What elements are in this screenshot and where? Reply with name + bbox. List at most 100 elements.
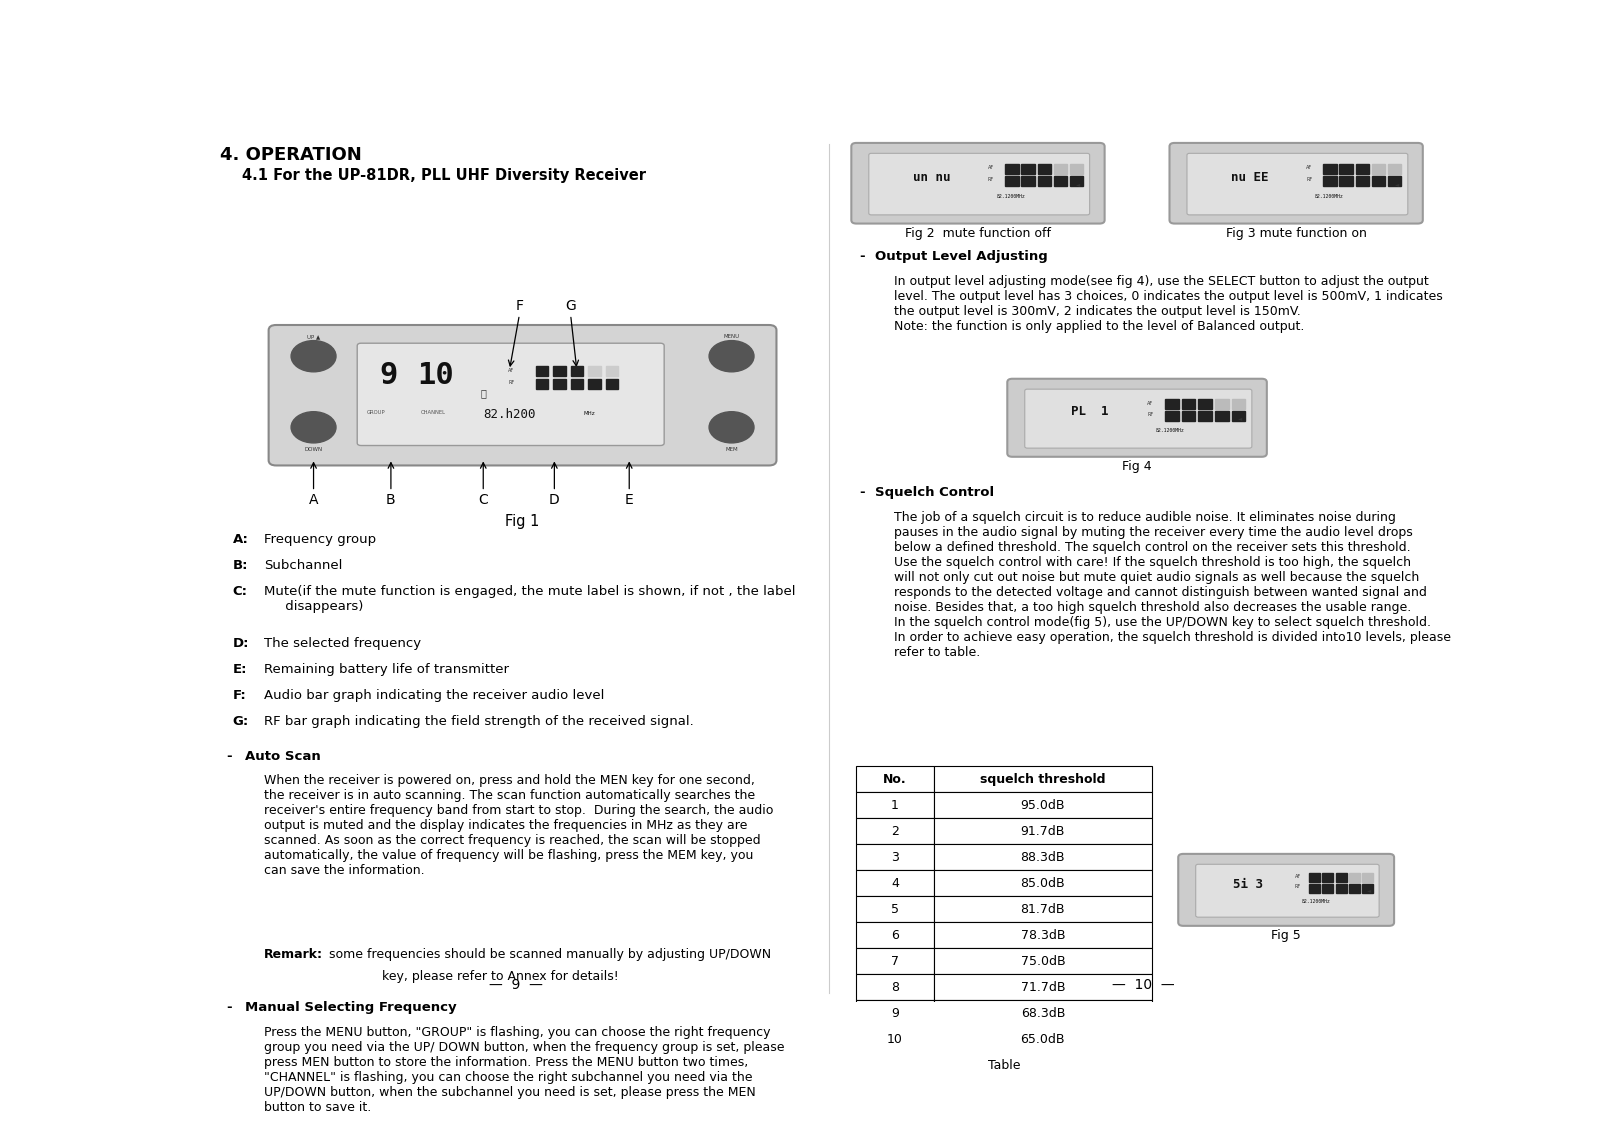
Text: Subchannel: Subchannel xyxy=(264,560,341,572)
Bar xyxy=(1322,874,1333,883)
Bar xyxy=(1071,176,1084,187)
Text: ◄: ◄ xyxy=(1394,181,1399,187)
Bar xyxy=(1053,163,1067,175)
Text: UP ▲: UP ▲ xyxy=(308,334,320,339)
Bar xyxy=(934,1027,1153,1053)
Text: Press the MENU button, "GROUP" is flashing, you can choose the right frequency
g: Press the MENU button, "GROUP" is flashi… xyxy=(264,1026,784,1114)
Bar xyxy=(1021,163,1035,175)
Bar xyxy=(1356,163,1368,175)
Text: 5: 5 xyxy=(890,903,898,915)
Text: 71.7dB: 71.7dB xyxy=(1021,981,1066,994)
Bar xyxy=(934,819,1153,844)
Text: B: B xyxy=(386,493,396,507)
Bar xyxy=(1322,884,1333,893)
Text: 78.3dB: 78.3dB xyxy=(1021,929,1066,941)
Bar xyxy=(1005,176,1019,187)
Text: un nu: un nu xyxy=(913,171,950,184)
Text: 8: 8 xyxy=(890,981,898,994)
Text: 9: 9 xyxy=(890,1007,898,1020)
Text: 10: 10 xyxy=(887,1033,903,1046)
Bar xyxy=(857,1027,934,1053)
Bar xyxy=(934,974,1153,1000)
Text: AF: AF xyxy=(1148,401,1153,405)
Bar xyxy=(1356,176,1368,187)
Text: -: - xyxy=(858,250,865,263)
Bar xyxy=(857,948,934,974)
Text: RF: RF xyxy=(1148,412,1153,417)
Text: MEM: MEM xyxy=(724,447,737,453)
Text: D:: D: xyxy=(232,637,250,650)
FancyBboxPatch shape xyxy=(1179,854,1394,926)
Bar xyxy=(934,896,1153,922)
Bar xyxy=(934,1000,1153,1027)
Text: key, please refer to Annex for details!: key, please refer to Annex for details! xyxy=(382,971,618,983)
Bar xyxy=(1323,176,1336,187)
Circle shape xyxy=(291,340,336,372)
Text: Fig 2  mute function off: Fig 2 mute function off xyxy=(905,227,1051,240)
Text: 82.h200: 82.h200 xyxy=(483,409,536,421)
Bar xyxy=(536,366,547,376)
Bar xyxy=(1388,163,1401,175)
Bar xyxy=(588,378,601,390)
Text: ◄: ◄ xyxy=(1238,417,1243,421)
FancyBboxPatch shape xyxy=(1026,390,1253,448)
Text: MHz: MHz xyxy=(583,411,594,415)
FancyBboxPatch shape xyxy=(869,153,1090,215)
Text: Fig 5: Fig 5 xyxy=(1272,929,1301,942)
Bar xyxy=(570,366,583,376)
Text: 4: 4 xyxy=(890,877,898,890)
FancyBboxPatch shape xyxy=(1169,143,1423,224)
FancyBboxPatch shape xyxy=(1008,378,1267,457)
Text: RF: RF xyxy=(1306,177,1312,182)
Text: CHANNEL: CHANNEL xyxy=(420,410,446,415)
Bar xyxy=(1216,400,1228,409)
Text: squelch threshold: squelch threshold xyxy=(980,772,1106,786)
Text: —  9  —: — 9 — xyxy=(489,977,543,992)
Text: Squelch Control: Squelch Control xyxy=(876,486,993,499)
Text: 1: 1 xyxy=(890,798,898,812)
Text: —  10  —: — 10 — xyxy=(1113,977,1175,992)
Text: F: F xyxy=(515,298,523,313)
Text: Remaining battery life of transmitter: Remaining battery life of transmitter xyxy=(264,663,509,676)
Bar xyxy=(1309,874,1320,883)
Text: Fig 1: Fig 1 xyxy=(506,513,539,529)
Bar xyxy=(1336,874,1346,883)
Text: PL  1: PL 1 xyxy=(1071,405,1108,419)
Text: F:: F: xyxy=(232,689,246,703)
Text: 6: 6 xyxy=(890,929,898,941)
Bar xyxy=(1232,411,1246,421)
Bar xyxy=(1323,163,1336,175)
Bar xyxy=(857,896,934,922)
Bar xyxy=(1232,400,1246,409)
Bar xyxy=(1053,176,1067,187)
Bar xyxy=(570,378,583,390)
Bar xyxy=(554,366,565,376)
Text: RF: RF xyxy=(509,379,514,385)
Bar xyxy=(1372,163,1385,175)
Text: 82.1200MHz: 82.1200MHz xyxy=(1315,195,1343,199)
Text: No.: No. xyxy=(884,772,906,786)
Bar xyxy=(605,378,618,390)
Text: E: E xyxy=(625,493,634,507)
Bar xyxy=(1166,411,1179,421)
Text: The job of a squelch circuit is to reduce audible noise. It eliminates noise dur: The job of a squelch circuit is to reduc… xyxy=(894,510,1451,659)
Text: 9: 9 xyxy=(380,361,398,391)
Bar xyxy=(588,366,601,376)
FancyBboxPatch shape xyxy=(1196,865,1380,918)
Text: 88.3dB: 88.3dB xyxy=(1021,851,1066,864)
Bar xyxy=(1021,176,1035,187)
Text: 3: 3 xyxy=(890,851,898,864)
Text: nu EE: nu EE xyxy=(1232,171,1269,184)
Text: G: G xyxy=(565,298,576,313)
Bar xyxy=(857,767,934,793)
Text: RF: RF xyxy=(989,177,993,182)
Text: Auto Scan: Auto Scan xyxy=(245,750,320,762)
Bar xyxy=(1071,163,1084,175)
Text: ◄: ◄ xyxy=(1077,181,1080,187)
Bar xyxy=(934,948,1153,974)
Text: The selected frequency: The selected frequency xyxy=(264,637,420,650)
Text: C: C xyxy=(478,493,488,507)
Bar xyxy=(934,793,1153,819)
Bar xyxy=(857,1000,934,1027)
Text: In output level adjusting mode(see fig 4), use the SELECT button to adjust the o: In output level adjusting mode(see fig 4… xyxy=(894,275,1443,332)
